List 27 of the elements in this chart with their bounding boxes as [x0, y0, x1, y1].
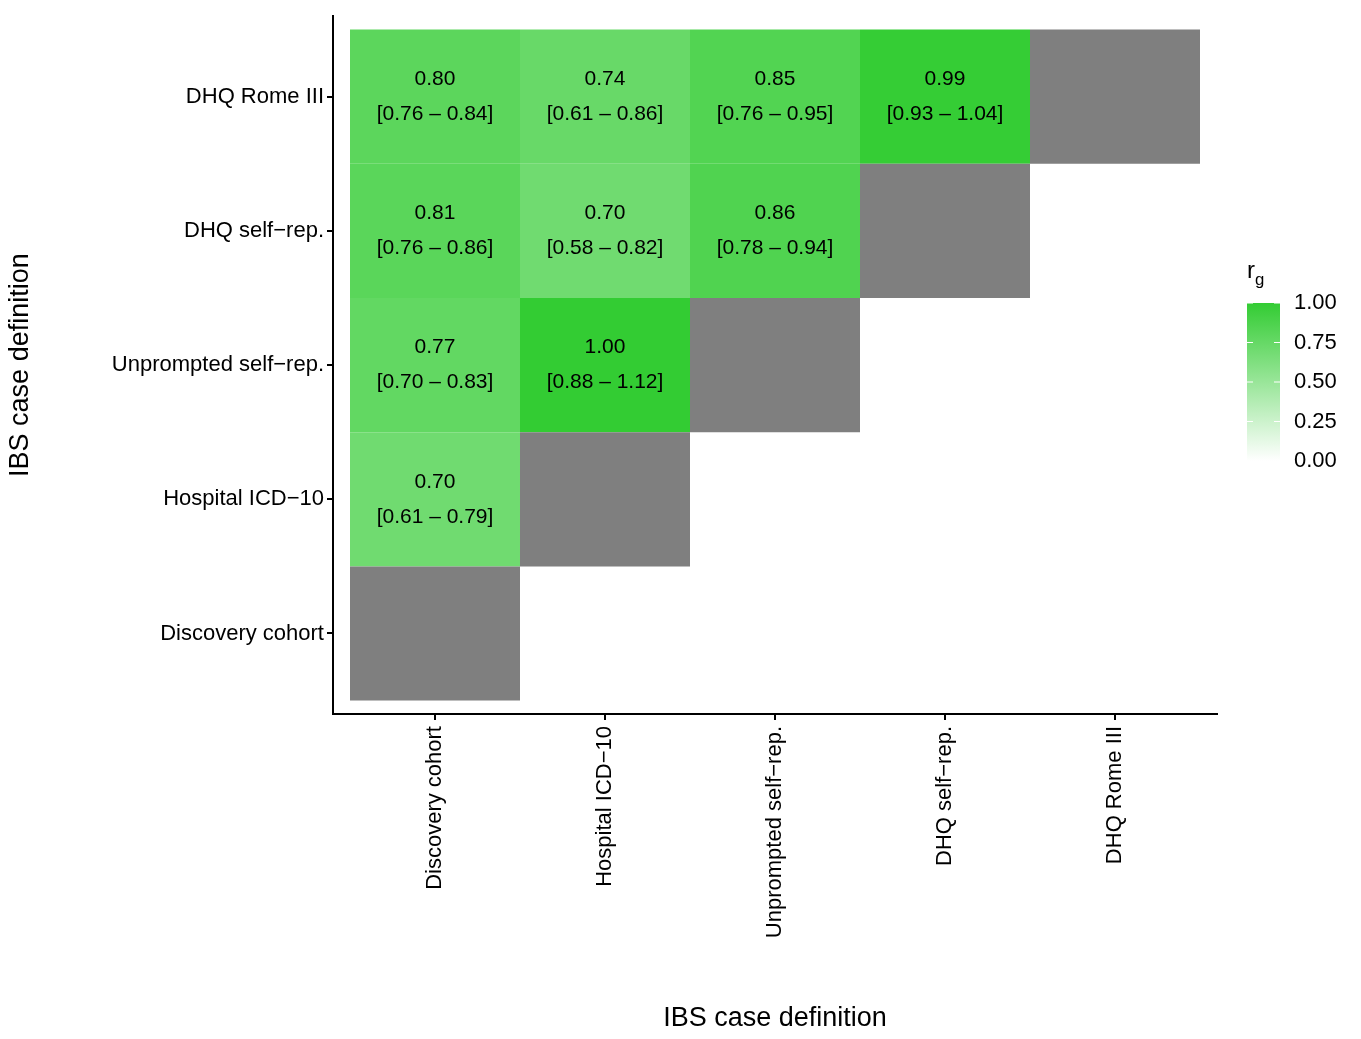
- data-label: 0.99 [0.93 – 1.04]: [886, 66, 1004, 125]
- color-bar-label: 0.25: [1294, 407, 1337, 433]
- data-label: 1.00 [0.88 – 1.12]: [546, 334, 664, 393]
- data-label: 0.70 [0.58 – 0.82]: [546, 200, 664, 259]
- y-axis-title: IBS case definition: [3, 253, 34, 477]
- y-tick-label: Discovery cohort: [160, 619, 324, 645]
- data-label: 0.81 [0.76 – 0.86]: [376, 200, 494, 259]
- data-label: 0.77 [0.70 – 0.83]: [376, 334, 494, 393]
- y-tick-label: DHQ self−rep.: [184, 216, 324, 242]
- x-axis-title: IBS case definition: [663, 1002, 887, 1033]
- color-bar-label: 0.00: [1294, 447, 1337, 473]
- x-tick-label: Unprompted self−rep.: [761, 726, 787, 939]
- data-label: 0.86 [0.78 – 0.94]: [716, 200, 834, 259]
- color-bar-label: 0.75: [1294, 328, 1337, 354]
- y-tick-label: Unprompted self−rep.: [111, 351, 324, 377]
- color-bar-label: 0.50: [1294, 368, 1337, 394]
- y-tick-label: Hospital ICD−10: [163, 485, 324, 511]
- data-label: 0.74 [0.61 – 0.86]: [546, 66, 664, 125]
- data-label: 0.85 [0.76 – 0.95]: [716, 66, 834, 125]
- x-tick-label: Discovery cohort: [421, 726, 447, 890]
- x-tick-label: DHQ self−rep.: [931, 726, 957, 866]
- color-bar-label: 1.00: [1294, 289, 1337, 315]
- data-label: 0.70 [0.61 – 0.79]: [376, 468, 494, 527]
- x-tick-label: DHQ Rome III: [1101, 726, 1127, 865]
- data-label: 0.80 [0.76 – 0.84]: [376, 66, 494, 125]
- y-tick-label: DHQ Rome III: [185, 82, 324, 108]
- x-tick-label: Hospital ICD−10: [591, 726, 617, 887]
